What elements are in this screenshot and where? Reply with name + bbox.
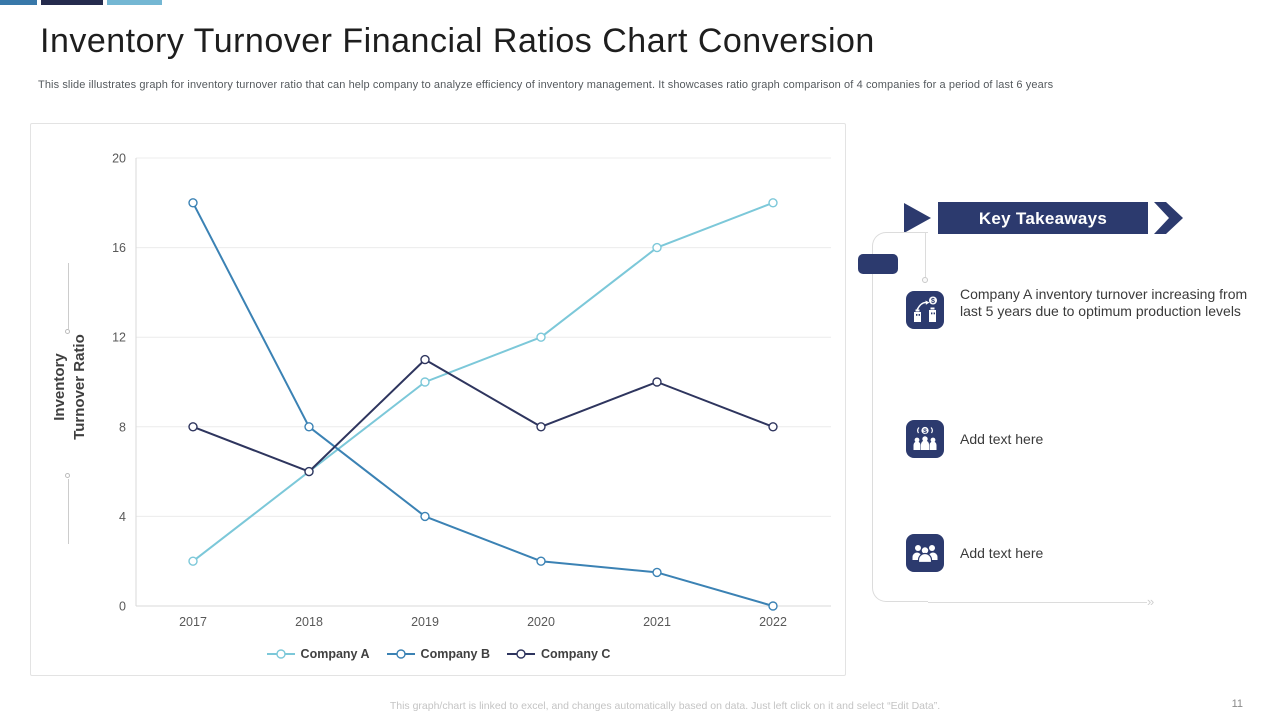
data-point-company-a: [768, 198, 778, 208]
takeaways-frame: [872, 232, 928, 602]
legend-item-company-b: Company B: [386, 647, 490, 661]
chart-legend: Company A Company B Company C: [31, 647, 845, 661]
x-tick-label: 2021: [643, 615, 671, 629]
svg-text:$: $: [931, 298, 935, 305]
x-tick-label: 2020: [527, 615, 555, 629]
legend-marker-icon: [386, 649, 415, 659]
data-point-company-b: [768, 601, 778, 611]
legend-label: Company A: [300, 647, 370, 661]
header-accent-bar-lightblue: [107, 0, 162, 5]
y-tick-label: 4: [119, 510, 126, 524]
x-tick-label: 2018: [295, 615, 323, 629]
data-point-company-c: [768, 422, 778, 432]
header-accent-bar-blue: [0, 0, 37, 5]
key-takeaways-label: Key Takeaways: [979, 209, 1107, 228]
legend-label: Company C: [541, 647, 611, 661]
series-line-company-b: [192, 202, 774, 607]
data-point-company-c: [652, 377, 662, 387]
data-point-company-a: [188, 556, 198, 566]
buildings-growth-icon: $: [906, 291, 944, 329]
data-point-company-c: [420, 354, 430, 365]
y-tick-label: 12: [112, 331, 126, 345]
slide-subtitle: This slide illustrates graph for invento…: [38, 79, 1054, 91]
excel-link-note: This graph/chart is linked to excel, and…: [389, 700, 941, 712]
decorative-leader-line: [68, 263, 69, 329]
double-chevron-right-icon: »: [1147, 594, 1155, 609]
series-line-company-c: [192, 358, 774, 473]
header-accent-bar-navy: [41, 0, 103, 5]
y-tick-label: 0: [119, 600, 126, 614]
legend-marker-icon: [266, 649, 295, 659]
legend-marker-icon: [507, 649, 535, 659]
data-point-company-c: [304, 466, 314, 477]
team-money-icon: $: [906, 420, 944, 458]
series-line-company-a: [192, 201, 774, 562]
banner-connector-line: [925, 233, 926, 277]
page-number: 11: [1231, 698, 1243, 710]
takeaways-frame-tab: [858, 254, 898, 274]
x-tick-label: 2019: [411, 615, 439, 629]
data-point-company-c: [188, 422, 198, 432]
line-chart: 0 4 8 12 16 20 2017 2018 2019 2020 2021 2022: [112, 152, 831, 629]
y-tick-label: 16: [112, 241, 126, 255]
x-tick-label: 2017: [179, 615, 207, 629]
banner-left-arrow-icon: [904, 203, 931, 233]
data-point-company-b: [652, 567, 662, 578]
takeaways-frame-bottom-line: [928, 602, 1147, 603]
key-takeaways-banner: Key Takeaways: [904, 202, 1183, 234]
svg-text:$: $: [923, 428, 927, 435]
slide-title: Inventory Turnover Financial Ratios Char…: [40, 22, 875, 60]
legend-label: Company B: [420, 647, 490, 661]
group-people-icon: [906, 534, 944, 572]
data-point-company-a: [420, 377, 430, 387]
banner-right-arrow-icon: [1154, 202, 1183, 234]
takeaway-text-1: Company A inventory turnover increasing …: [960, 286, 1248, 319]
data-point-company-b: [188, 198, 198, 208]
takeaway-text-3[interactable]: Add text here: [960, 545, 1044, 561]
takeaway-text-2[interactable]: Add text here: [960, 431, 1044, 447]
legend-item-company-a: Company A: [266, 647, 370, 661]
data-point-company-a: [536, 332, 546, 342]
decorative-leader-dot: [65, 473, 70, 478]
legend-item-company-c: Company C: [506, 647, 610, 661]
data-point-company-c: [536, 422, 546, 432]
x-tick-label: 2022: [759, 615, 787, 629]
banner-connector-dot: [922, 277, 928, 283]
data-point-company-a: [652, 242, 662, 253]
decorative-leader-dot: [65, 329, 70, 334]
data-point-company-b: [304, 422, 314, 432]
chart-object[interactable]: Inventory Turnover Ratio 0 4 8 12 16 20 2017 20…: [30, 123, 846, 676]
y-tick-label: 20: [112, 152, 126, 166]
data-point-company-b: [536, 556, 546, 566]
y-tick-label: 8: [119, 420, 126, 434]
data-point-company-b: [420, 511, 430, 522]
decorative-leader-line: [68, 479, 69, 544]
